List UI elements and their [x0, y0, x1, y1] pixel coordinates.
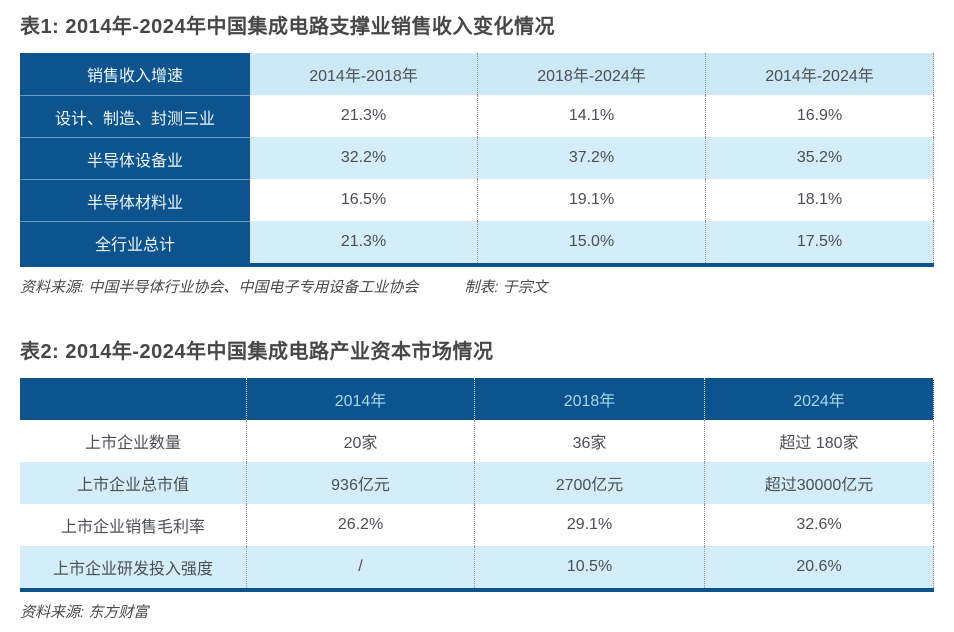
table1-cell: 32.2%: [250, 137, 478, 179]
table1-cell: 37.2%: [478, 137, 706, 179]
table2-cell: 超过30000亿元: [705, 462, 934, 504]
table2-cell: 超过 180家: [705, 420, 934, 462]
table2-cell: /: [247, 546, 475, 588]
table2-cell: 10.5%: [475, 546, 705, 588]
table2-row-label: 上市企业销售毛利率: [20, 504, 247, 546]
table2-header-col3: 2024年: [705, 378, 934, 420]
table1-title: 表1: 2014年-2024年中国集成电路支撑业销售收入变化情况: [20, 16, 555, 38]
table2-cell: 2700亿元: [475, 462, 705, 504]
table1-cell: 16.5%: [250, 179, 478, 221]
table1-cell: 21.3%: [250, 95, 478, 137]
table1-cell: 14.1%: [478, 95, 706, 137]
table1-row-label: 半导体材料业: [20, 179, 250, 221]
table1-header-col3: 2014年-2024年: [706, 53, 934, 95]
table2-cell: 20家: [247, 420, 475, 462]
table2: 2014年 2018年 2024年 上市企业数量 20家 36家 超过 180家…: [20, 378, 934, 592]
table1-header-col2: 2018年-2024年: [478, 53, 706, 95]
table2-cell: 32.6%: [705, 504, 934, 546]
table1-header-col1: 2014年-2018年: [250, 53, 478, 95]
table2-row-label: 上市企业总市值: [20, 462, 247, 504]
table2-header-blank: [20, 378, 247, 420]
table1-header-label: 销售收入增速: [20, 53, 250, 95]
table2-header-col2: 2018年: [475, 378, 705, 420]
table1-cell: 21.3%: [250, 221, 478, 263]
table2-header-col1: 2014年: [247, 378, 475, 420]
table1-source: 资料来源: 中国半导体行业协会、中国电子专用设备工业协会: [20, 279, 419, 296]
table2-source: 资料来源: 东方财富: [20, 604, 149, 621]
table2-source-line: 资料来源: 东方财富: [20, 603, 934, 622]
table2-row-label: 上市企业数量: [20, 420, 247, 462]
table2-cell: 20.6%: [705, 546, 934, 588]
table2-row-label: 上市企业研发投入强度: [20, 546, 247, 588]
table1: 销售收入增速 2014年-2018年 2018年-2024年 2014年-202…: [20, 53, 934, 267]
table1-cell: 18.1%: [706, 179, 934, 221]
table1-cell: 15.0%: [478, 221, 706, 263]
table1-cell: 17.5%: [706, 221, 934, 263]
table1-credit: 制表: 于宗文: [464, 279, 548, 296]
table2-cell: 36家: [475, 420, 705, 462]
table1-source-line: 资料来源: 中国半导体行业协会、中国电子专用设备工业协会 制表: 于宗文: [20, 278, 934, 297]
table2-title: 表2: 2014年-2024年中国集成电路产业资本市场情况: [20, 341, 494, 363]
table2-cell: 26.2%: [247, 504, 475, 546]
table1-row-label: 全行业总计: [20, 221, 250, 263]
table2-cell: 936亿元: [247, 462, 475, 504]
table1-row-label: 半导体设备业: [20, 137, 250, 179]
table1-cell: 19.1%: [478, 179, 706, 221]
table1-cell: 16.9%: [706, 95, 934, 137]
table1-cell: 35.2%: [706, 137, 934, 179]
table1-row-label: 设计、制造、封测三业: [20, 95, 250, 137]
table2-cell: 29.1%: [475, 504, 705, 546]
